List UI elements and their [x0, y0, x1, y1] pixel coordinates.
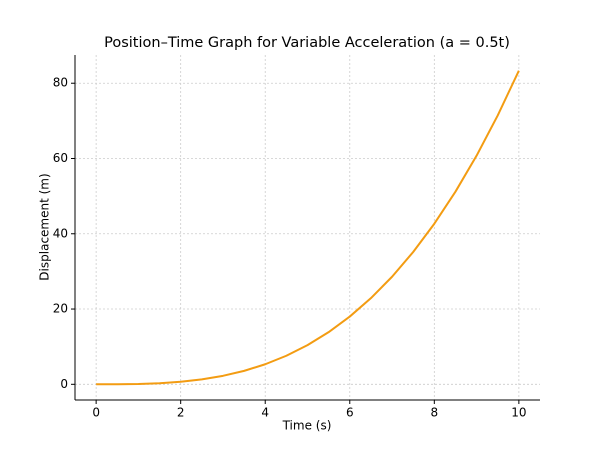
x-tick-label: 2 [177, 406, 185, 420]
y-tick-label: 0 [60, 377, 68, 391]
x-tick-label: 4 [261, 406, 269, 420]
x-tick-label: 8 [430, 406, 438, 420]
x-axis-label: Time (s) [282, 419, 332, 433]
line [96, 70, 520, 386]
y-tick-label: 20 [53, 302, 68, 316]
y-tick-label: 60 [53, 151, 68, 165]
x-tick-label: 10 [511, 406, 526, 420]
y-tick-label: 80 [53, 76, 68, 90]
chart-title: Position–Time Graph for Variable Acceler… [104, 35, 510, 51]
y-tick-label: 40 [53, 226, 68, 240]
x-tick-label: 6 [346, 406, 354, 420]
y-axis-label: Displacement (m) [38, 173, 52, 280]
x-tick-label: 0 [92, 406, 100, 420]
